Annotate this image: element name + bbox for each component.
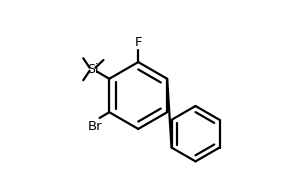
- Text: F: F: [134, 36, 142, 49]
- Text: Si: Si: [87, 63, 98, 76]
- Text: Br: Br: [87, 120, 102, 133]
